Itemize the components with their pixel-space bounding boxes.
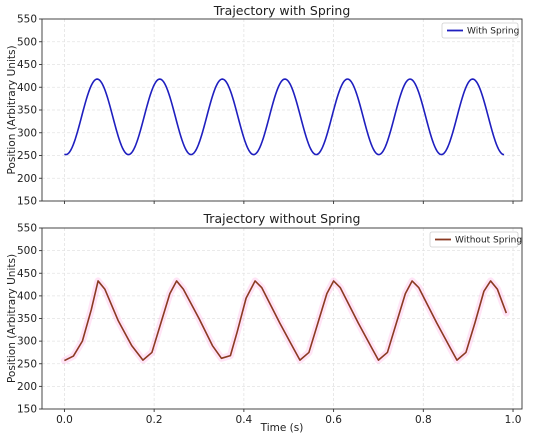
x-tick-label: 0.8 <box>415 414 432 426</box>
y-tick-label: 400 <box>17 290 37 302</box>
subplot-without-spring: 150 200 250 300 350 400 450 500 550 0.0 0.2 0.4 0.6… <box>6 211 523 434</box>
legend: With Spring <box>441 22 519 39</box>
y-tick-label: 250 <box>17 358 37 370</box>
chart-title: Trajectory with Spring <box>213 3 351 18</box>
y-axis-label: Position (Arbitrary Units) <box>6 254 18 383</box>
y-tick-label: 350 <box>17 313 37 325</box>
y-tick-label: 500 <box>17 245 37 257</box>
y-tick-label: 500 <box>17 36 37 48</box>
x-axis-ticks: 0.0 0.2 0.4 0.6 0.8 1.0 <box>56 409 521 426</box>
y-tick-label: 150 <box>17 196 37 208</box>
x-axis-label: Time (s) <box>260 422 304 434</box>
series-layer <box>60 277 510 365</box>
y-tick-label: 200 <box>17 173 37 185</box>
series-line <box>64 78 505 156</box>
y-tick-label: 150 <box>17 404 37 416</box>
y-tick-label: 200 <box>17 381 37 393</box>
x-tick-label: 0.6 <box>325 414 342 426</box>
y-tick-label: 300 <box>17 127 37 139</box>
legend: Without Spring <box>429 231 522 248</box>
legend-box <box>441 22 519 39</box>
y-axis-label: Position (Arbitrary Units) <box>6 45 18 174</box>
x-tick-label: 0.2 <box>146 414 163 426</box>
y-tick-label: 400 <box>17 82 37 94</box>
x-tick-label: 1.0 <box>505 414 522 426</box>
y-tick-label: 300 <box>17 336 37 348</box>
y-tick-label: 550 <box>17 223 37 235</box>
y-axis-ticks: 150 200 250 300 350 400 450 500 550 <box>17 14 42 208</box>
y-axis-ticks: 150 200 250 300 350 400 450 500 550 <box>17 223 42 416</box>
y-tick-label: 350 <box>17 105 37 117</box>
legend-label: With Spring <box>467 27 519 37</box>
grid <box>42 227 522 410</box>
y-tick-label: 450 <box>17 268 37 280</box>
x-axis-ticks <box>63 201 514 204</box>
legend-label: Without Spring <box>455 236 522 246</box>
series-line <box>64 280 508 362</box>
y-tick-label: 550 <box>17 14 37 26</box>
y-tick-label: 450 <box>17 59 37 71</box>
series-layer <box>64 78 505 156</box>
x-tick-label: 0.0 <box>56 414 73 426</box>
legend-box <box>429 231 519 248</box>
subplot-with-spring: 150 200 250 300 350 400 450 500 550 Trajectory w… <box>6 3 523 208</box>
y-tick-label: 250 <box>17 150 37 162</box>
x-tick-label: 0.4 <box>236 414 253 426</box>
chart-title: Trajectory without Spring <box>203 211 361 226</box>
